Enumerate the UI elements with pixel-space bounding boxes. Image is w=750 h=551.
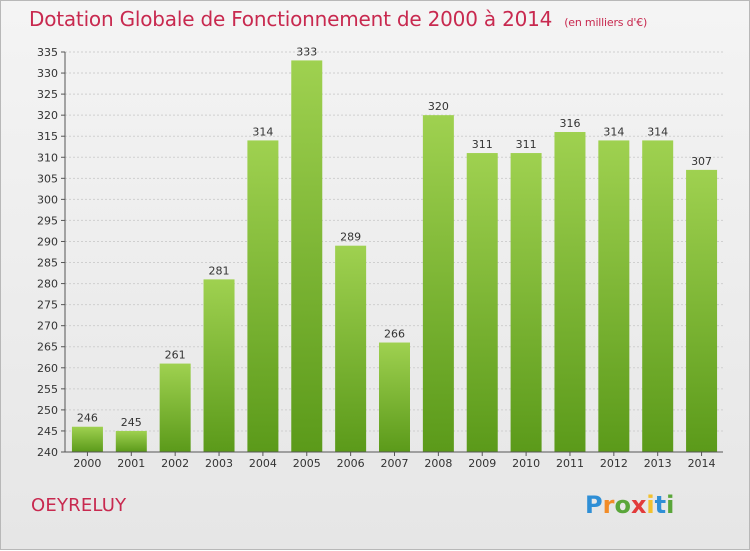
y-tick-label: 270 — [37, 320, 58, 333]
bar-value-label: 320 — [428, 100, 449, 113]
bar — [466, 153, 498, 453]
logo-letter: P — [585, 491, 603, 519]
y-tick-label: 260 — [37, 362, 58, 375]
unit-subtitle: (en milliers d'€) — [564, 16, 648, 29]
x-tick-label: 2009 — [468, 457, 496, 470]
y-tick-label: 290 — [37, 235, 58, 248]
y-tick-label: 320 — [37, 109, 58, 122]
bar-value-label: 314 — [252, 125, 273, 138]
bar — [291, 60, 323, 452]
bar-value-label: 261 — [165, 349, 186, 362]
y-tick-label: 310 — [37, 151, 58, 164]
x-tick-label: 2005 — [293, 457, 321, 470]
logo-letter: x — [630, 491, 647, 519]
bar — [247, 140, 279, 452]
bar-value-label: 311 — [472, 138, 493, 151]
bar — [510, 153, 542, 453]
y-tick-label: 335 — [37, 46, 58, 59]
bar-value-label: 266 — [384, 328, 405, 341]
bar-value-label: 314 — [603, 125, 624, 138]
x-tick-label: 2010 — [512, 457, 540, 470]
x-tick-label: 2012 — [600, 457, 628, 470]
x-tick-label: 2014 — [688, 457, 716, 470]
bar — [598, 140, 630, 452]
bar — [554, 132, 586, 452]
logo-letter: t — [654, 491, 667, 519]
y-tick-label: 305 — [37, 172, 58, 185]
logo-letter: i — [646, 491, 655, 519]
bar — [642, 140, 674, 452]
commune-name: OEYRELUY — [31, 495, 127, 516]
y-tick-label: 250 — [37, 404, 58, 417]
bar — [422, 115, 454, 452]
y-tick-label: 280 — [37, 278, 58, 291]
axes: 240 245 250 255 260 265 270 275 280 285 290 295 300 3… — [37, 46, 723, 470]
bar — [379, 342, 410, 452]
chart-title: Dotation Globale de Fonctionnement de 20… — [29, 7, 647, 31]
logo-letter: i — [666, 491, 675, 519]
bar-value-label: 333 — [296, 45, 317, 58]
x-tick-label: 2001 — [117, 457, 145, 470]
x-tick-label: 2000 — [73, 457, 101, 470]
x-tick-label: 2013 — [644, 457, 672, 470]
y-tick-label: 300 — [37, 193, 58, 206]
y-tick-label: 295 — [37, 214, 58, 227]
x-tick-label: 2006 — [337, 457, 365, 470]
bar-value-label: 246 — [77, 412, 98, 425]
y-tick-label: 245 — [37, 425, 58, 438]
x-tick-label: 2008 — [424, 457, 452, 470]
y-tick-label: 275 — [37, 299, 58, 312]
logo-letter: o — [614, 491, 631, 519]
bar-value-label: 281 — [209, 264, 230, 277]
x-tick-label: 2011 — [556, 457, 584, 470]
y-tick-label: 265 — [37, 341, 58, 354]
x-tick-label: 2004 — [249, 457, 277, 470]
y-tick-label: 330 — [37, 67, 58, 80]
bar — [115, 430, 147, 452]
x-tick-label: 2002 — [161, 457, 189, 470]
bar — [335, 245, 367, 452]
y-tick-label: 325 — [37, 88, 58, 101]
y-tick-label: 285 — [37, 257, 58, 270]
title-text: Dotation Globale de Fonctionnement de 20… — [29, 7, 553, 31]
bar-value-label: 245 — [121, 416, 142, 429]
x-tick-label: 2003 — [205, 457, 233, 470]
bar — [203, 279, 235, 452]
bar — [159, 363, 191, 452]
bar — [686, 169, 718, 453]
y-tick-label: 315 — [37, 130, 58, 143]
bar-value-label: 314 — [647, 125, 668, 138]
y-tick-label: 255 — [37, 383, 58, 396]
x-tick-label: 2007 — [381, 457, 409, 470]
proxiti-logo: Proxiti — [585, 491, 674, 519]
bar-value-label: 289 — [340, 231, 361, 244]
bar — [71, 426, 103, 452]
bar-value-label: 311 — [516, 138, 537, 151]
logo-letter: r — [602, 491, 615, 519]
y-tick-label: 240 — [37, 446, 58, 459]
bars: 246 245 261 281 314 333 289 266 320 311 311 316 314 3… — [71, 45, 718, 453]
bar-value-label: 307 — [691, 155, 712, 168]
bar-value-label: 316 — [559, 117, 580, 130]
